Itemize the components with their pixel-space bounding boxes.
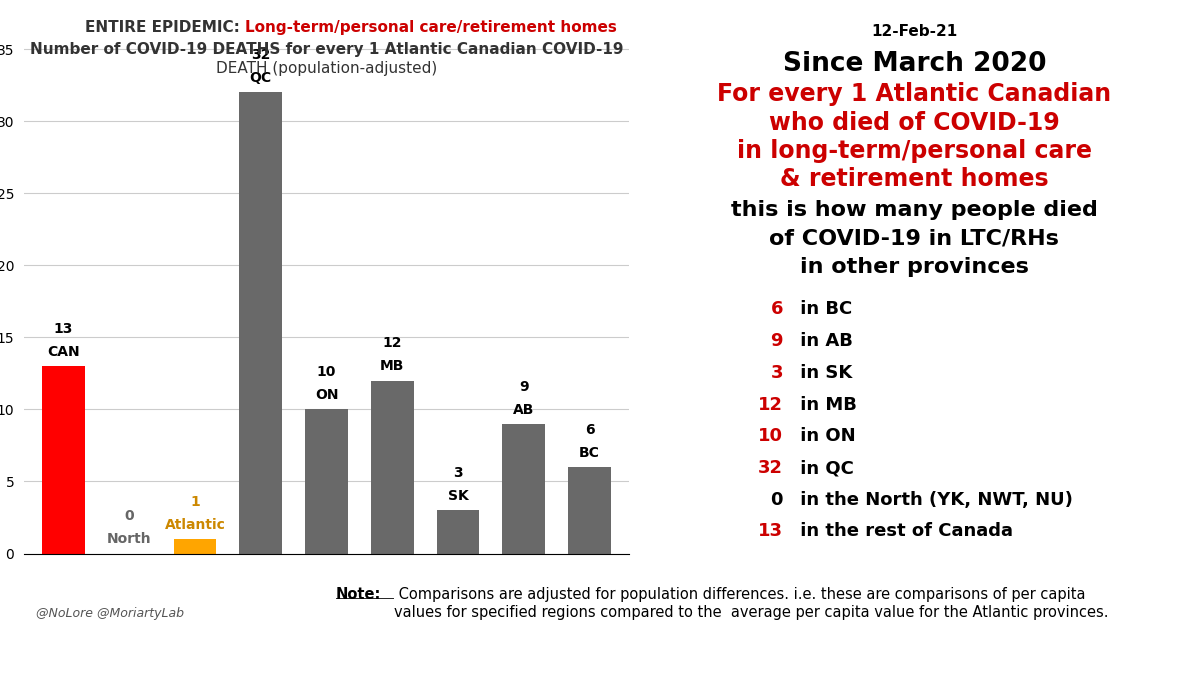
Text: BC: BC xyxy=(580,446,600,460)
Text: who died of COVID-19: who died of COVID-19 xyxy=(769,111,1060,135)
Text: 6: 6 xyxy=(584,423,594,437)
Text: 9: 9 xyxy=(520,379,529,394)
Text: 10: 10 xyxy=(758,427,782,446)
Bar xyxy=(305,409,348,554)
Text: Since March 2020: Since March 2020 xyxy=(782,51,1046,77)
Text: 13: 13 xyxy=(758,522,782,541)
Text: AB: AB xyxy=(514,402,534,416)
Text: of COVID-19 in LTC/RHs: of COVID-19 in LTC/RHs xyxy=(769,229,1060,249)
Text: MB: MB xyxy=(380,359,404,373)
Text: 12: 12 xyxy=(758,396,782,414)
Text: QC: QC xyxy=(250,71,272,85)
Text: 3: 3 xyxy=(770,364,782,382)
Text: 1: 1 xyxy=(190,495,200,509)
Text: in long-term/personal care: in long-term/personal care xyxy=(737,139,1092,163)
Text: in the North (YK, NWT, NU): in the North (YK, NWT, NU) xyxy=(794,491,1073,509)
Bar xyxy=(42,366,85,554)
Bar xyxy=(503,424,545,554)
Text: in MB: in MB xyxy=(794,396,857,414)
Text: 3: 3 xyxy=(454,466,463,480)
Text: in BC: in BC xyxy=(794,300,852,319)
Text: 32: 32 xyxy=(758,459,782,477)
Text: @NoLore @MoriartyLab: @NoLore @MoriartyLab xyxy=(36,607,184,620)
Text: 12: 12 xyxy=(383,336,402,350)
Text: in QC: in QC xyxy=(794,459,853,477)
Text: 10: 10 xyxy=(317,365,336,379)
Text: in SK: in SK xyxy=(794,364,852,382)
Text: SK: SK xyxy=(448,489,468,503)
Text: in the rest of Canada: in the rest of Canada xyxy=(794,522,1013,541)
Text: ENTIRE EPIDEMIC:: ENTIRE EPIDEMIC: xyxy=(85,20,245,35)
Text: DEATH (population-adjusted): DEATH (population-adjusted) xyxy=(216,61,437,76)
Text: Number of COVID-19 DEATHS for every 1 Atlantic Canadian COVID-19: Number of COVID-19 DEATHS for every 1 At… xyxy=(30,42,623,57)
Bar xyxy=(437,510,480,554)
Text: in other provinces: in other provinces xyxy=(800,257,1028,277)
Text: in AB: in AB xyxy=(794,332,853,350)
Text: Atlantic: Atlantic xyxy=(164,518,226,532)
Text: ON: ON xyxy=(314,388,338,402)
Text: Long-term/personal care/retirement homes: Long-term/personal care/retirement homes xyxy=(245,20,617,35)
Text: 0: 0 xyxy=(125,509,134,523)
Text: Comparisons are adjusted for population differences. i.e. these are comparisons : Comparisons are adjusted for population … xyxy=(394,587,1108,620)
Text: Note:: Note: xyxy=(336,587,382,602)
Bar xyxy=(569,467,611,554)
Text: North: North xyxy=(107,533,151,546)
Bar xyxy=(371,381,414,554)
Text: 9: 9 xyxy=(770,332,782,350)
Text: 13: 13 xyxy=(54,322,73,336)
Text: For every 1 Atlantic Canadian: For every 1 Atlantic Canadian xyxy=(718,82,1111,107)
Text: 0: 0 xyxy=(770,491,782,509)
Bar xyxy=(174,539,216,554)
Text: in ON: in ON xyxy=(794,427,856,446)
Text: 12-Feb-21: 12-Feb-21 xyxy=(871,24,958,38)
Text: CAN: CAN xyxy=(47,345,79,359)
Text: 6: 6 xyxy=(770,300,782,319)
Text: 32: 32 xyxy=(251,48,270,62)
Text: this is how many people died: this is how many people died xyxy=(731,200,1098,221)
Text: & retirement homes: & retirement homes xyxy=(780,167,1049,192)
Bar xyxy=(239,92,282,554)
